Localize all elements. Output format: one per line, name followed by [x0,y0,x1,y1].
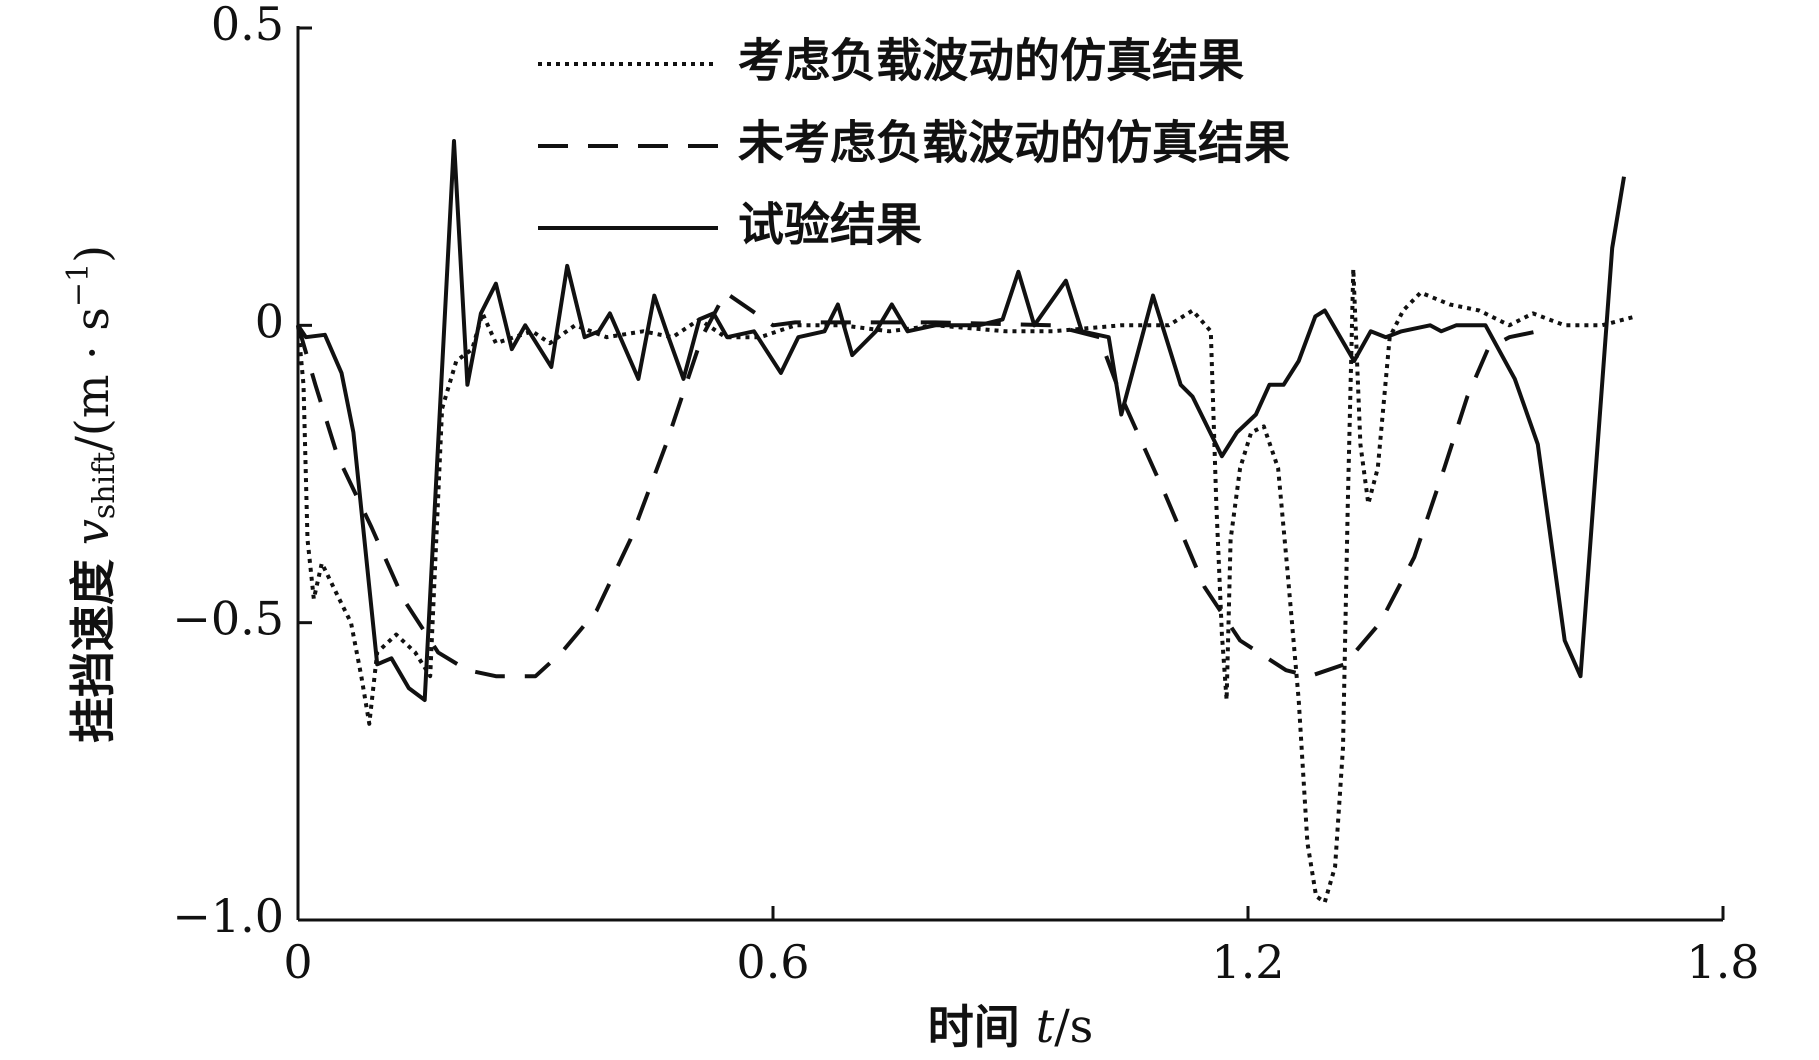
y-axis-label: 挂挡速度 vshift/(m · s−1) [61,245,122,743]
x-tick-label: 0.6 [736,935,809,989]
x-label-unit: /s [1054,999,1093,1053]
x-label-text: 时间 [928,1000,1020,1054]
legend-label: 未考虑负载波动的仿真结果 [738,116,1290,170]
y-tick-label: 0.5 [211,0,284,51]
x-tick-label: 1.8 [1686,935,1759,989]
y-tick-label: 0 [255,294,284,348]
x-label-var: t [1036,999,1055,1053]
x-tick-label: 1.2 [1211,935,1284,989]
y-label-text: 挂挡速度 [66,559,120,743]
y-label-close: ) [65,245,119,263]
legend-label: 考虑负载波动的仿真结果 [738,34,1244,88]
y-label-sup: −1 [61,263,96,307]
y-tick-label: −0.5 [172,592,284,646]
y-label-unit: /(m · s [65,307,119,452]
x-axis-label: 时间 t/s [928,999,1094,1054]
y-label-var: v [65,519,119,545]
series-line [296,266,1637,905]
series-line [296,290,1539,679]
y-tick-label: −1.0 [172,889,284,943]
y-label-sub: shift [87,452,122,519]
series-line [296,139,1626,702]
legend-label: 试验结果 [738,198,922,252]
x-tick-label: 0 [283,935,312,989]
